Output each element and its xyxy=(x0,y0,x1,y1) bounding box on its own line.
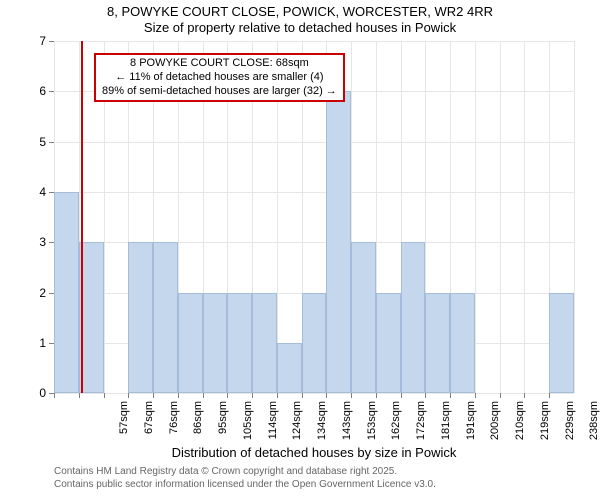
xtick-mark xyxy=(104,393,105,398)
xtick-mark xyxy=(500,393,501,398)
title-line-2: Size of property relative to detached ho… xyxy=(0,20,600,36)
xtick-label: 181sqm xyxy=(440,401,452,461)
annotation-box: 8 POWYKE COURT CLOSE: 68sqm ← 11% of det… xyxy=(94,53,345,102)
histogram-bar xyxy=(54,192,79,393)
histogram-bar xyxy=(351,242,376,393)
ytick-label: 3 xyxy=(26,235,46,249)
xtick-mark xyxy=(252,393,253,398)
ytick-label: 7 xyxy=(26,34,46,48)
ytick-label: 1 xyxy=(26,336,46,350)
chart-area: Number of detached properties 0123456757… xyxy=(54,41,574,393)
subject-marker-line xyxy=(81,41,83,393)
xtick-label: 143sqm xyxy=(341,401,353,461)
xtick-mark xyxy=(203,393,204,398)
xtick-mark xyxy=(475,393,476,398)
xtick-mark xyxy=(401,393,402,398)
ytick-label: 5 xyxy=(26,135,46,149)
xtick-mark xyxy=(549,393,550,398)
histogram-bar xyxy=(203,293,228,394)
xtick-mark xyxy=(54,393,55,398)
histogram-bar xyxy=(153,242,178,393)
xtick-label: 105sqm xyxy=(242,401,254,461)
xtick-label: 200sqm xyxy=(489,401,501,461)
xtick-label: 153sqm xyxy=(366,401,378,461)
xtick-label: 86sqm xyxy=(192,401,204,461)
xtick-label: 76sqm xyxy=(168,401,180,461)
xtick-label: 191sqm xyxy=(465,401,477,461)
xtick-mark xyxy=(277,393,278,398)
grid-v xyxy=(524,41,525,393)
xtick-mark xyxy=(326,393,327,398)
xtick-label: 229sqm xyxy=(564,401,576,461)
ytick-label: 2 xyxy=(26,286,46,300)
xtick-label: 134sqm xyxy=(316,401,328,461)
grid-h xyxy=(54,41,574,42)
annotation-line-2: ← 11% of detached houses are smaller (4) xyxy=(102,71,337,85)
xtick-mark xyxy=(227,393,228,398)
histogram-bar xyxy=(302,293,327,394)
grid-h xyxy=(54,192,574,193)
ytick-label: 4 xyxy=(26,185,46,199)
xtick-label: 210sqm xyxy=(514,401,526,461)
histogram-bar xyxy=(227,293,252,394)
xtick-label: 219sqm xyxy=(539,401,551,461)
xtick-label: 114sqm xyxy=(267,401,279,461)
xtick-label: 162sqm xyxy=(390,401,402,461)
annotation-line-1: 8 POWYKE COURT CLOSE: 68sqm xyxy=(102,57,337,71)
grid-v xyxy=(500,41,501,393)
histogram-bar xyxy=(326,91,351,393)
xtick-mark xyxy=(376,393,377,398)
xtick-mark xyxy=(524,393,525,398)
grid-h xyxy=(54,142,574,143)
histogram-bar xyxy=(549,293,574,394)
histogram-bar xyxy=(401,242,426,393)
attribution-line-2: Contains public sector information licen… xyxy=(54,479,600,492)
histogram-bar xyxy=(376,293,401,394)
grid-h xyxy=(54,393,574,394)
attribution-block: Contains HM Land Registry data © Crown c… xyxy=(54,466,600,491)
xtick-mark xyxy=(178,393,179,398)
grid-v xyxy=(574,41,575,393)
histogram-bar xyxy=(252,293,277,394)
xtick-mark xyxy=(153,393,154,398)
histogram-bar xyxy=(128,242,153,393)
annotation-line-3: 89% of semi-detached houses are larger (… xyxy=(102,85,337,99)
xtick-label: 172sqm xyxy=(415,401,427,461)
xtick-label: 95sqm xyxy=(217,401,229,461)
histogram-bar xyxy=(277,343,302,393)
xtick-mark xyxy=(128,393,129,398)
attribution-line-1: Contains HM Land Registry data © Crown c… xyxy=(54,466,600,479)
ytick-label: 6 xyxy=(26,84,46,98)
chart-title-block: 8, POWYKE COURT CLOSE, POWICK, WORCESTER… xyxy=(0,0,600,35)
xtick-label: 124sqm xyxy=(291,401,303,461)
xtick-label: 238sqm xyxy=(588,401,600,461)
xtick-mark xyxy=(79,393,80,398)
xtick-label: 67sqm xyxy=(143,401,155,461)
grid-v xyxy=(475,41,476,393)
histogram-bar xyxy=(450,293,475,394)
xtick-mark xyxy=(302,393,303,398)
ytick-label: 0 xyxy=(26,386,46,400)
histogram-bar xyxy=(178,293,203,394)
xtick-mark xyxy=(450,393,451,398)
xtick-mark xyxy=(351,393,352,398)
xtick-label: 57sqm xyxy=(118,401,130,461)
xtick-mark xyxy=(425,393,426,398)
title-line-1: 8, POWYKE COURT CLOSE, POWICK, WORCESTER… xyxy=(0,4,600,20)
histogram-bar xyxy=(425,293,450,394)
